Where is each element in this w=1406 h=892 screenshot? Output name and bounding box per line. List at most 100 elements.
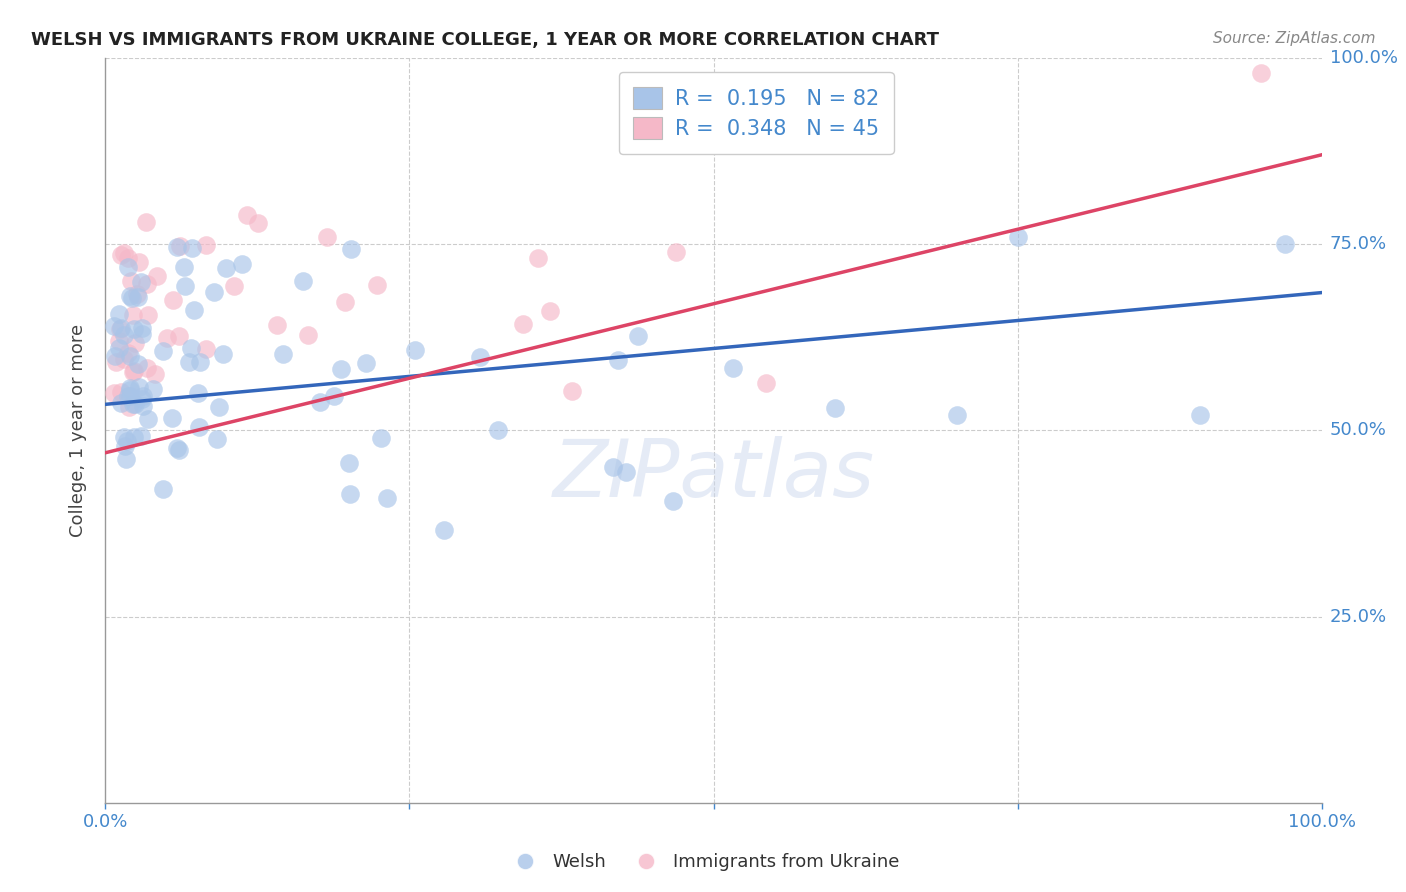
Point — [292, 274, 315, 288]
Point — [1189, 409, 1212, 423]
Point — [202, 285, 225, 299]
Point — [122, 308, 145, 322]
Point — [112, 246, 135, 260]
Point — [110, 247, 132, 261]
Point — [121, 397, 143, 411]
Point — [117, 345, 139, 359]
Point — [231, 257, 253, 271]
Point — [266, 318, 288, 333]
Point — [128, 255, 150, 269]
Point — [131, 400, 153, 414]
Point — [115, 451, 138, 466]
Point — [194, 237, 217, 252]
Point — [131, 321, 153, 335]
Point — [166, 240, 188, 254]
Point — [110, 320, 132, 334]
Point — [124, 396, 146, 410]
Point — [118, 383, 141, 397]
Point — [181, 241, 204, 255]
Point — [117, 252, 139, 266]
Point — [271, 347, 294, 361]
Point — [169, 239, 191, 253]
Point — [538, 303, 561, 318]
Point — [755, 376, 778, 390]
Point — [721, 360, 744, 375]
Point — [136, 277, 159, 291]
Point — [607, 352, 630, 367]
Point — [323, 388, 346, 402]
Point — [132, 389, 155, 403]
Point — [108, 342, 131, 356]
Point — [174, 279, 197, 293]
Point — [118, 289, 141, 303]
Text: WELSH VS IMMIGRANTS FROM UKRAINE COLLEGE, 1 YEAR OR MORE CORRELATION CHART: WELSH VS IMMIGRANTS FROM UKRAINE COLLEGE… — [31, 31, 939, 49]
Point — [124, 363, 146, 377]
Point — [339, 487, 361, 501]
Point — [146, 268, 169, 283]
Point — [187, 386, 209, 401]
Point — [136, 412, 159, 426]
Point — [166, 441, 188, 455]
Point — [375, 491, 398, 505]
Point — [370, 431, 392, 445]
Point — [104, 355, 127, 369]
Point — [110, 396, 132, 410]
Point — [486, 423, 509, 437]
Point — [162, 411, 184, 425]
Point — [135, 361, 157, 376]
Point — [179, 355, 201, 369]
Y-axis label: College, 1 year or more: College, 1 year or more — [69, 324, 87, 537]
Point — [152, 344, 174, 359]
Point — [173, 260, 195, 275]
Point — [512, 317, 534, 331]
Point — [122, 365, 145, 379]
Point — [129, 428, 152, 442]
Point — [162, 293, 184, 308]
Text: 100.0%: 100.0% — [1330, 49, 1398, 67]
Point — [340, 242, 363, 256]
Point — [561, 384, 583, 398]
Point — [235, 208, 257, 222]
Point — [156, 331, 179, 345]
Point — [188, 355, 211, 369]
Point — [108, 334, 131, 348]
Point — [1274, 237, 1296, 252]
Point — [143, 367, 166, 381]
Point — [187, 419, 209, 434]
Point — [127, 358, 149, 372]
Legend: R =  0.195   N = 82, R =  0.348   N = 45: R = 0.195 N = 82, R = 0.348 N = 45 — [619, 72, 894, 154]
Point — [337, 457, 360, 471]
Point — [602, 459, 624, 474]
Point — [222, 279, 245, 293]
Point — [131, 392, 153, 406]
Point — [125, 287, 148, 301]
Point — [108, 322, 131, 336]
Text: 25.0%: 25.0% — [1330, 607, 1388, 625]
Point — [103, 318, 125, 333]
Text: ZIPatlas: ZIPatlas — [553, 436, 875, 514]
Point — [208, 400, 231, 414]
Point — [433, 523, 456, 537]
Text: Source: ZipAtlas.com: Source: ZipAtlas.com — [1212, 31, 1375, 46]
Point — [152, 483, 174, 497]
Point — [167, 329, 190, 343]
Point — [128, 380, 150, 394]
Point — [1250, 66, 1272, 80]
Point — [112, 430, 135, 444]
Point — [333, 294, 356, 309]
Point — [103, 386, 125, 401]
Point — [129, 275, 152, 289]
Point — [366, 277, 388, 292]
Point — [112, 327, 135, 342]
Point — [207, 432, 229, 446]
Point — [104, 350, 127, 364]
Point — [215, 261, 238, 276]
Point — [627, 328, 650, 343]
Point — [945, 409, 967, 423]
Point — [142, 383, 165, 397]
Point — [194, 342, 217, 356]
Point — [136, 309, 159, 323]
Point — [135, 215, 157, 229]
Text: 75.0%: 75.0% — [1330, 235, 1388, 253]
Legend: Welsh, Immigrants from Ukraine: Welsh, Immigrants from Ukraine — [499, 847, 907, 879]
